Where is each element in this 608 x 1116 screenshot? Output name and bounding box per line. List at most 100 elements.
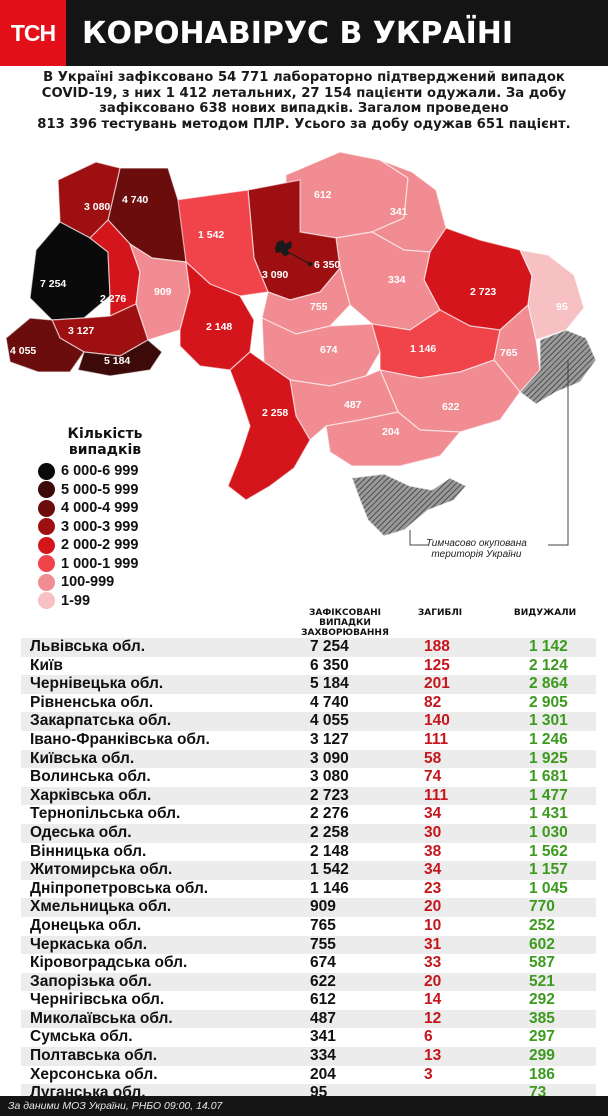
table-row: Кіровоградська обл. 674 33 587 [21,954,596,973]
map-label-odesa: 2 258 [262,407,288,419]
cases-value: 4 740 [310,693,349,711]
map-label-chernivtsi: 5 184 [104,355,130,367]
cases-value: 3 127 [310,730,349,748]
table-row: Запорізька обл. 622 20 521 [21,972,596,992]
deaths-value: 31 [424,935,442,953]
recovered-value: 770 [529,898,555,916]
cases-value: 4 055 [310,712,349,730]
region-name: Рівненська обл. [30,693,154,711]
region-name: Київ [30,656,63,674]
column-header-deaths: ЗАГИБЛІ [417,608,463,618]
cases-value: 1 146 [310,879,349,897]
legend-label: 100-999 [61,574,115,590]
map-label-khmelnytskyi: 909 [154,286,172,298]
table-row: Донецька обл. 765 10 252 [21,917,596,936]
recovered-value: 292 [529,991,555,1009]
deaths-value: 13 [424,1047,442,1065]
ukraine-map: 7 254 6 350 5 184 4 740 4 055 3 127 3 09… [5,151,597,546]
legend-swatch [38,536,55,554]
deaths-value: 38 [424,842,442,860]
region-odesa [227,351,311,501]
cases-value: 2 148 [310,842,349,860]
region-kherson [325,411,462,467]
map-label-kirovohrad: 674 [320,344,338,356]
region-name: Черкаська обл. [30,935,147,953]
legend-swatch [38,462,55,480]
cases-value: 204 [310,1065,336,1083]
deaths-value: 23 [424,879,442,897]
cases-value: 3 090 [310,749,349,767]
map-label-kharkiv: 2 723 [470,286,496,298]
recovered-value: 186 [529,1065,555,1083]
table-row: Черкаська обл. 755 31 602 [21,935,596,955]
deaths-value: 33 [424,954,442,972]
table-row: Сумська обл. 341 6 297 [21,1028,596,1047]
region-name: Харківська обл. [30,786,152,804]
deaths-value: 6 [424,1028,433,1046]
summary-line-2: COVID-19, з них 1 412 летальних, 27 154 … [41,85,567,101]
table-row: Херсонська обл. 204 3 186 [21,1066,596,1085]
recovered-value: 2 864 [529,675,568,693]
map-label-mykolaiv: 487 [344,399,362,411]
legend-label: 6 000-6 999 [61,463,139,479]
map-label-cherkasy: 755 [310,301,328,313]
map-label-dnipro: 1 146 [410,343,436,355]
map-label-kherson: 204 [382,426,400,438]
cases-value: 1 542 [310,861,349,879]
region-name: Вінницька обл. [30,842,147,860]
occupied-leader-line-crimea [409,530,428,546]
page-title: КОРОНАВІРУС В УКРАЇНІ [82,15,514,51]
map-label-poltava: 334 [388,274,406,286]
recovered-value: 602 [529,935,555,953]
kyiv-leader-line [287,251,311,265]
region-name: Одеська обл. [30,823,132,841]
tsn-logo: ТСН [0,0,66,66]
column-header-cases: ЗАФІКСОВАНІ ВИПАДКИ ЗАХВОРЮВАННЯ [290,608,400,638]
region-name: Донецька обл. [30,916,142,934]
map-legend: Кількість випадків 6 000-6 999 5 000-5 9… [26,416,184,612]
table-row: Житомирська обл. 1 542 34 1 157 [21,861,596,880]
cases-value: 487 [310,1009,336,1027]
legend-item: 5 000-5 999 [38,481,138,499]
table-row: Київ 6 350 125 2 124 [21,657,596,676]
deaths-value: 74 [424,768,442,786]
region-name: Сумська обл. [30,1028,133,1046]
recovered-value: 1 562 [529,842,568,860]
occupied-leader-line [548,360,569,546]
cases-value: 755 [310,935,336,953]
cases-value: 612 [310,991,336,1009]
legend-label: 2 000-2 999 [61,537,139,553]
recovered-value: 1 246 [529,730,568,748]
region-chernivtsi [77,339,163,377]
legend-swatch [38,518,55,535]
region-name: Чернігівська обл. [30,991,165,1009]
deaths-value: 34 [424,861,442,879]
recovered-value: 1 925 [529,749,568,767]
recovered-value: 1 142 [529,638,568,655]
summary-line-1: В Україні зафіксовано 54 771 лабораторно… [43,70,565,85]
occupied-note-line-2: територія України [431,549,522,560]
cases-value: 7 254 [310,638,349,655]
summary-line-4: 813 396 тестувань методом ПЛР. Усього за… [37,116,571,132]
region-name: Дніпропетровська обл. [30,879,209,897]
header-bar: ТСН КОРОНАВІРУС В УКРАЇНІ [0,0,608,66]
recovered-value: 1 681 [529,768,568,786]
column-header-cases-line-1: ЗАФІКСОВАНІ [309,608,381,618]
legend-label: 3 000-3 999 [61,518,139,535]
recovered-value: 2 905 [529,693,568,711]
cases-table: Львівська обл. 7 254 188 1 142 Київ 6 350 125 2… [21,638,596,1103]
deaths-value: 111 [424,730,449,748]
cases-value: 3 080 [310,768,349,786]
map-label-ivano-frankivsk: 3 127 [68,325,94,337]
deaths-value: 3 [424,1065,433,1083]
occupied-note: Тимчасово окупована територія України [426,538,527,560]
map-label-lviv: 7 254 [40,278,66,290]
legend-swatch [38,573,55,591]
region-name: Волинська обл. [30,768,151,786]
map-label-kyiv: 6 350 [314,259,340,271]
deaths-value: 10 [424,916,442,934]
table-row: Миколаївська обл. 487 12 385 [21,1009,596,1029]
table-row: Дніпропетровська обл. 1 146 23 1 045 [21,880,596,899]
map-label-chernihiv: 612 [314,189,332,201]
legend-title-line-1: Кількість [67,426,143,442]
